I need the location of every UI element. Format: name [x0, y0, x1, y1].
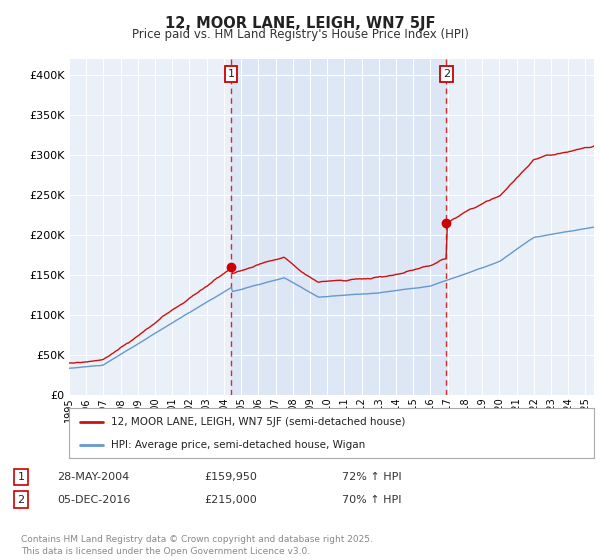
Text: 28-MAY-2004: 28-MAY-2004	[57, 472, 129, 482]
Text: 72% ↑ HPI: 72% ↑ HPI	[342, 472, 401, 482]
Text: 05-DEC-2016: 05-DEC-2016	[57, 494, 130, 505]
Bar	[231, 59, 446, 395]
Text: 2: 2	[17, 494, 25, 505]
Text: 1: 1	[227, 69, 235, 79]
Text: 2: 2	[443, 69, 450, 79]
Text: 1: 1	[17, 472, 25, 482]
Text: 12, MOOR LANE, LEIGH, WN7 5JF (semi-detached house): 12, MOOR LANE, LEIGH, WN7 5JF (semi-deta…	[111, 417, 406, 427]
Text: 70% ↑ HPI: 70% ↑ HPI	[342, 494, 401, 505]
Text: £215,000: £215,000	[204, 494, 257, 505]
Text: 12, MOOR LANE, LEIGH, WN7 5JF: 12, MOOR LANE, LEIGH, WN7 5JF	[165, 16, 435, 31]
Text: £159,950: £159,950	[204, 472, 257, 482]
Text: Contains HM Land Registry data © Crown copyright and database right 2025.
This d: Contains HM Land Registry data © Crown c…	[21, 535, 373, 556]
Text: HPI: Average price, semi-detached house, Wigan: HPI: Average price, semi-detached house,…	[111, 440, 365, 450]
Text: Price paid vs. HM Land Registry's House Price Index (HPI): Price paid vs. HM Land Registry's House …	[131, 28, 469, 41]
